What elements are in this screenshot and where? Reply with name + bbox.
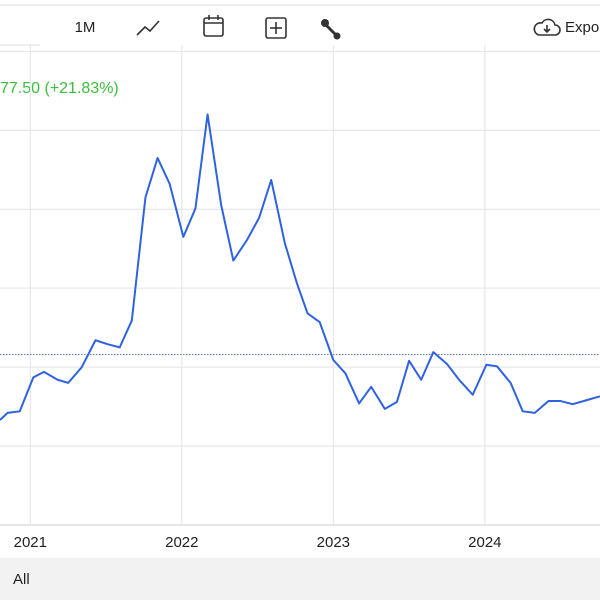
export-icon[interactable] (533, 18, 561, 36)
footer-bar (0, 558, 600, 600)
plot (0, 45, 600, 525)
chart-type-icon[interactable] (136, 20, 160, 36)
settings-icon[interactable] (321, 19, 341, 40)
range-button[interactable]: 1M (75, 19, 96, 36)
export-button[interactable]: Expo (565, 19, 599, 36)
x-tick-label: 2023 (317, 534, 350, 551)
price-line (0, 113, 600, 421)
x-tick-label: 2022 (165, 534, 198, 551)
add-icon[interactable] (265, 17, 287, 39)
x-tick-label: 2024 (468, 534, 501, 551)
change-label: 77.50 (+21.83%) (0, 80, 119, 97)
x-tick-label: 2021 (14, 534, 47, 551)
calendar-icon[interactable] (203, 15, 224, 37)
range-all-button[interactable]: All (13, 571, 30, 588)
